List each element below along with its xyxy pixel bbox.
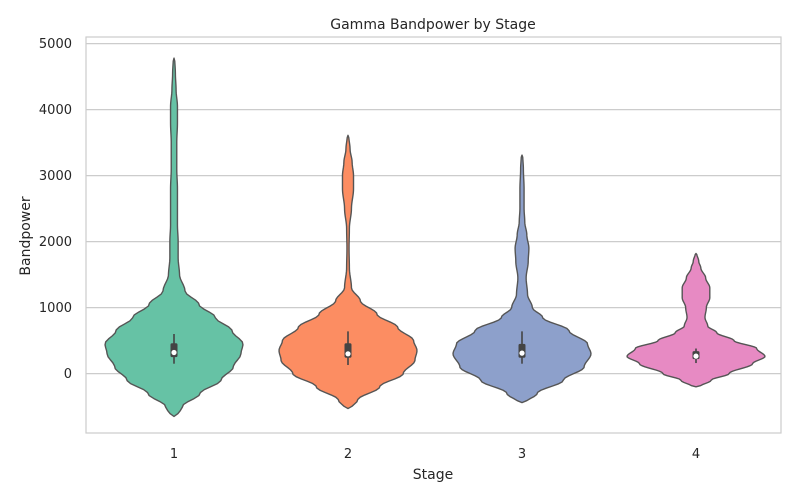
- median-3: [519, 350, 525, 356]
- chart-title: Gamma Bandpower by Stage: [330, 17, 535, 33]
- y-tick-label: 1000: [39, 301, 72, 316]
- x-tick-label: 1: [170, 447, 178, 462]
- x-axis-title: Stage: [413, 467, 453, 483]
- tick-layer: 0 1000 2000 3000 4000 5000 1 2 3 4: [39, 37, 700, 462]
- violin-layer: [104, 57, 766, 418]
- y-tick-label: 5000: [39, 37, 72, 52]
- y-tick-label: 3000: [39, 169, 72, 184]
- median-1: [171, 349, 177, 356]
- violin-3: [452, 154, 592, 404]
- violin-2: [278, 134, 418, 410]
- violin-4: [626, 252, 766, 388]
- x-tick-label: 3: [518, 447, 526, 462]
- plot-frame: [85, 36, 782, 434]
- median-2: [345, 351, 351, 357]
- y-tick-label: 4000: [39, 103, 72, 118]
- y-tick-label: 0: [64, 367, 72, 382]
- median-4: [693, 353, 699, 359]
- violin-1: [104, 57, 244, 418]
- y-tick-label: 2000: [39, 235, 72, 250]
- x-tick-label: 4: [692, 447, 700, 462]
- x-tick-label: 2: [344, 447, 352, 462]
- y-axis-title: Bandpower: [18, 196, 34, 275]
